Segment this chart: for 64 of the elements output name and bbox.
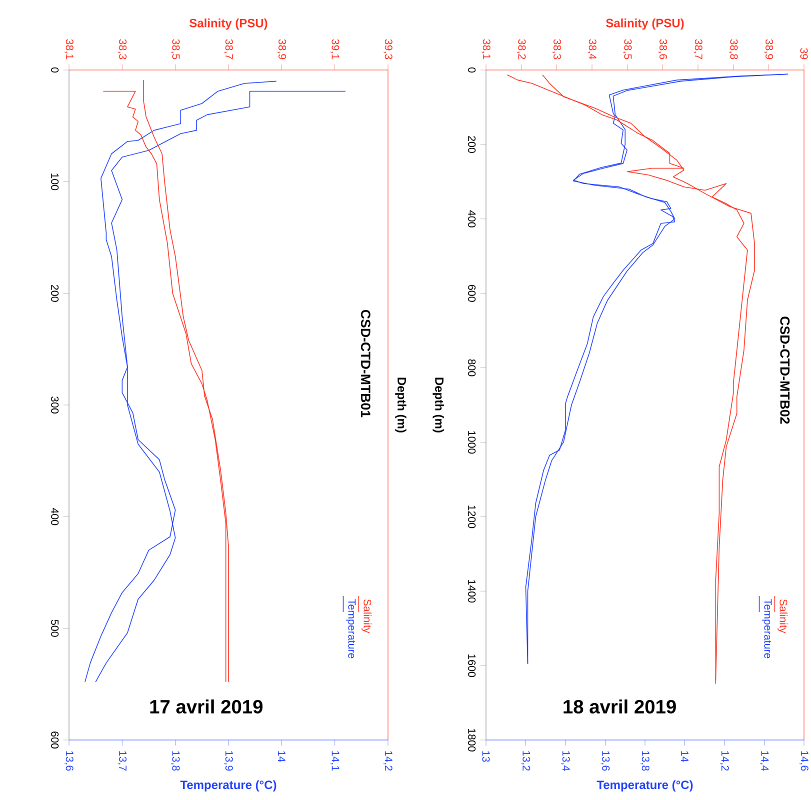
x2-tick-label: 39: [800, 48, 808, 60]
x2-tick-label: 38,3: [552, 39, 562, 60]
x-axis-title: Temperature (°C): [180, 780, 276, 792]
x2-tick-label: 38,3: [118, 39, 127, 60]
y-tick-label: 0: [51, 67, 59, 73]
x2-tick-label: 38,7: [694, 39, 702, 60]
x-tick-label: 13,2: [521, 751, 530, 771]
annotation: 18 avril 2019: [564, 699, 676, 714]
x-tick-label: 14,1: [330, 751, 340, 771]
x-tick-label: 13,6: [64, 751, 74, 771]
x2-tick-label: 38,7: [224, 39, 233, 60]
x2-axis-title: Salinity (PSU): [606, 18, 684, 30]
y-tick-label: 200: [468, 136, 476, 153]
x2-tick-label: 38,1: [482, 39, 490, 60]
y-tick-label: 1000: [468, 431, 476, 454]
y-tick-label: 0: [468, 67, 476, 73]
x2-tick-label: 39,3: [384, 39, 392, 60]
y-tick-label: 600: [468, 284, 476, 302]
x2-tick-label: 38,1: [64, 39, 74, 60]
x2-tick-label: 38,6: [658, 39, 668, 60]
y-tick-label: 400: [51, 508, 59, 526]
y-tick-label: 400: [468, 210, 476, 228]
annotation: 17 avril 2019: [150, 699, 263, 714]
x2-tick-label: 39,1: [330, 39, 340, 60]
x2-tick-label: 38,9: [764, 39, 774, 60]
x-tick-label: 13,7: [118, 751, 127, 771]
y-tick-label: 300: [51, 396, 59, 414]
text: CSD-CTD-MTB01: [360, 310, 370, 418]
x-tick-label: 14,2: [384, 751, 392, 771]
y-tick-label: 1200: [468, 506, 476, 528]
y-tick-label: 1400: [468, 580, 476, 603]
y-tick-label: 600: [51, 732, 59, 748]
x2-axis-title: Salinity (PSU): [190, 18, 268, 30]
y-tick-label: 100: [51, 174, 59, 190]
x-tick-label: 14,4: [760, 751, 769, 771]
x-tick-label: 14,2: [720, 751, 729, 771]
text: Salinity: [362, 599, 372, 634]
y-tick-label: 1800: [468, 728, 476, 752]
text: Salinity: [778, 599, 788, 634]
x-tick-label: 13,8: [170, 751, 180, 771]
x2-tick-label: 38,4: [588, 39, 596, 60]
x-tick-label: 14: [278, 751, 286, 762]
y-axis-title: Depth (m): [432, 378, 444, 432]
y-axis-title: Depth (m): [395, 378, 406, 432]
y-tick-label: 200: [51, 284, 59, 302]
x-axis-title: Temperature (°C): [596, 780, 693, 792]
x-tick-label: 13,8: [640, 751, 650, 771]
x-tick-label: 14,6: [800, 751, 808, 771]
x2-tick-label: 38,5: [170, 39, 180, 60]
x-tick-label: 13,9: [224, 751, 233, 771]
x2-tick-label: 38,9: [277, 39, 286, 60]
x2-tick-label: 38,5: [622, 39, 632, 60]
x-tick-label: 14: [681, 751, 688, 762]
text: Temperature: [762, 599, 772, 658]
x2-tick-label: 38,8: [728, 39, 738, 60]
y-tick-label: 1600: [468, 654, 476, 677]
y-tick-label: 800: [468, 359, 476, 376]
y-tick-label: 500: [51, 620, 59, 637]
text: CSD-CTD-MTB02: [780, 316, 790, 424]
x-tick-label: 13,4: [561, 751, 570, 771]
x-tick-label: 13,6: [600, 751, 610, 771]
text: Temperature: [346, 599, 356, 658]
x2-tick-label: 38,2: [516, 39, 526, 60]
x-tick-label: 13: [482, 751, 490, 762]
